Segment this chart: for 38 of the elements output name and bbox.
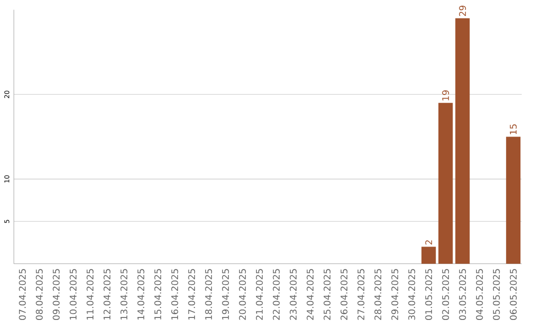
x-tick-label: 12.04.2025 — [104, 269, 110, 320]
data-label: 29 — [459, 6, 466, 16]
x-tick-label: 02.05.2025 — [442, 269, 450, 320]
x-tick-label: 04.05.2025 — [476, 269, 483, 320]
x-tick-label: 22.04.2025 — [272, 269, 280, 320]
x-tick-label: 11.04.2025 — [86, 269, 94, 320]
x-tick-label: 23.04.2025 — [290, 269, 297, 320]
x-tick-label: 15.04.2025 — [154, 269, 162, 320]
x-tick-label: 27.04.2025 — [357, 269, 364, 320]
bar — [455, 18, 470, 264]
data-label: 15 — [510, 124, 517, 134]
x-tick-label: 03.05.2025 — [459, 269, 466, 320]
x-tick-label: 25.04.2025 — [324, 269, 331, 320]
bar — [421, 246, 436, 264]
x-tick-label: 30.04.2025 — [408, 269, 416, 320]
x-tick-label: 20.04.2025 — [238, 269, 246, 320]
x-tick-label: 08.04.2025 — [36, 269, 43, 320]
x-tick-label: 06.05.2025 — [510, 269, 517, 320]
x-tick-label: 28.04.2025 — [374, 269, 382, 320]
data-label: 2 — [425, 240, 432, 245]
bar — [506, 136, 520, 264]
x-tick-label: 29.04.2025 — [391, 269, 398, 320]
x-tick-label: 09.04.2025 — [52, 269, 60, 320]
x-tick-label: 16.04.2025 — [171, 269, 178, 320]
x-tick-label: 13.04.2025 — [120, 269, 128, 320]
x-tick-label: 24.04.2025 — [306, 269, 314, 320]
x-tick-label: 18.04.2025 — [205, 269, 212, 320]
x-tick-label: 17.04.2025 — [188, 269, 196, 320]
x-tick-label: 26.04.2025 — [340, 269, 348, 320]
x-tick-label: 01.05.2025 — [425, 269, 432, 320]
x-tick-label: 19.04.2025 — [222, 269, 229, 320]
x-tick-label: 21.04.2025 — [256, 269, 263, 320]
bar — [438, 102, 453, 264]
x-tick-label: 14.04.2025 — [137, 269, 144, 320]
x-tick-label: 05.05.2025 — [492, 269, 500, 320]
data-label: 19 — [442, 90, 450, 100]
x-tick-label: 10.04.2025 — [70, 269, 77, 320]
x-tick-label: 07.04.2025 — [18, 269, 26, 320]
